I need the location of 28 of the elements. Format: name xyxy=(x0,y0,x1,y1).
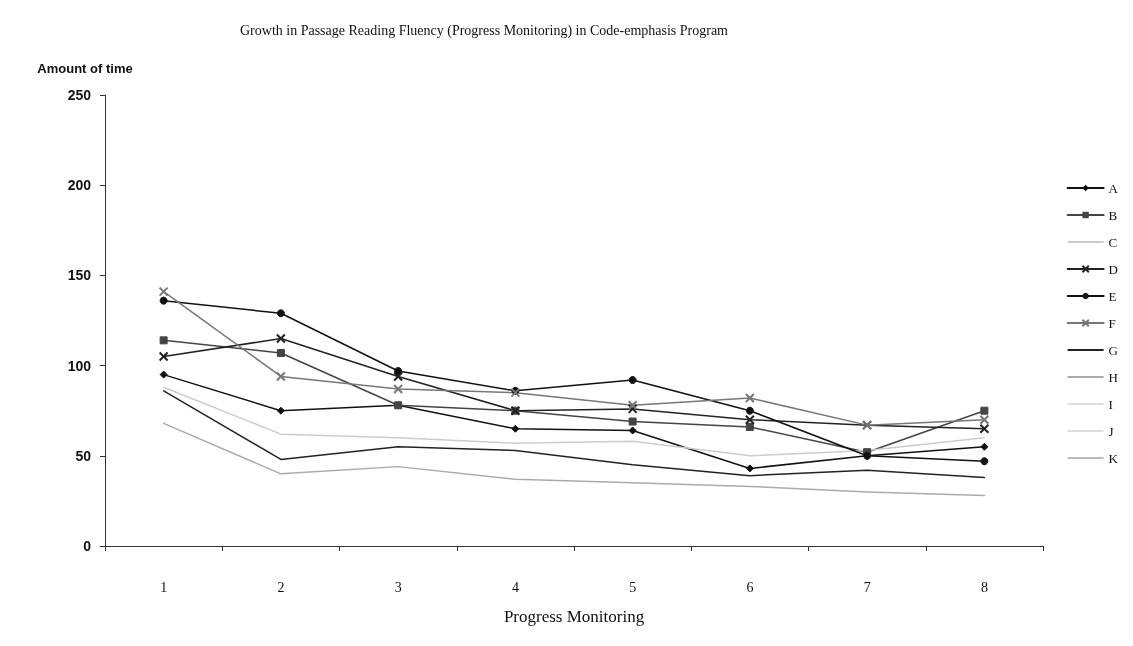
y-tick-label: 0 xyxy=(83,538,92,554)
legend-label: I xyxy=(1108,396,1113,412)
x-tick-label: 5 xyxy=(629,579,637,595)
legend-label: G xyxy=(1108,342,1118,358)
x-tick-label: 4 xyxy=(511,579,519,595)
x-axis-title: Progress Monitoring xyxy=(503,607,645,626)
x-tick-label: 6 xyxy=(746,579,754,595)
legend-label: J xyxy=(1108,423,1114,439)
y-tick-label: 250 xyxy=(67,87,92,103)
legend-label: F xyxy=(1108,315,1116,331)
legend-label: A xyxy=(1108,180,1119,196)
y-tick-label: 100 xyxy=(67,357,92,374)
x-tick-label: 8 xyxy=(980,579,988,595)
y-tick-label: 200 xyxy=(67,177,92,194)
legend-label: K xyxy=(1108,450,1119,466)
legend-label: C xyxy=(1108,234,1118,250)
legend-label: H xyxy=(1108,369,1118,385)
legend-label: E xyxy=(1108,288,1117,304)
chart-title: Growth in Passage Reading Fluency (Progress Monitoring) in Code-emphasis Program xyxy=(240,22,729,39)
legend-label: B xyxy=(1108,207,1118,223)
y-tick-label: 50 xyxy=(75,447,92,464)
x-tick-label: 7 xyxy=(863,579,871,595)
x-tick-label: 2 xyxy=(277,579,285,595)
y-axis-title: Amount of time xyxy=(37,61,133,76)
x-tick-label: 3 xyxy=(394,579,402,595)
legend-label: D xyxy=(1108,261,1118,277)
x-tick-label: 1 xyxy=(160,579,168,595)
y-tick-label: 150 xyxy=(67,267,92,284)
